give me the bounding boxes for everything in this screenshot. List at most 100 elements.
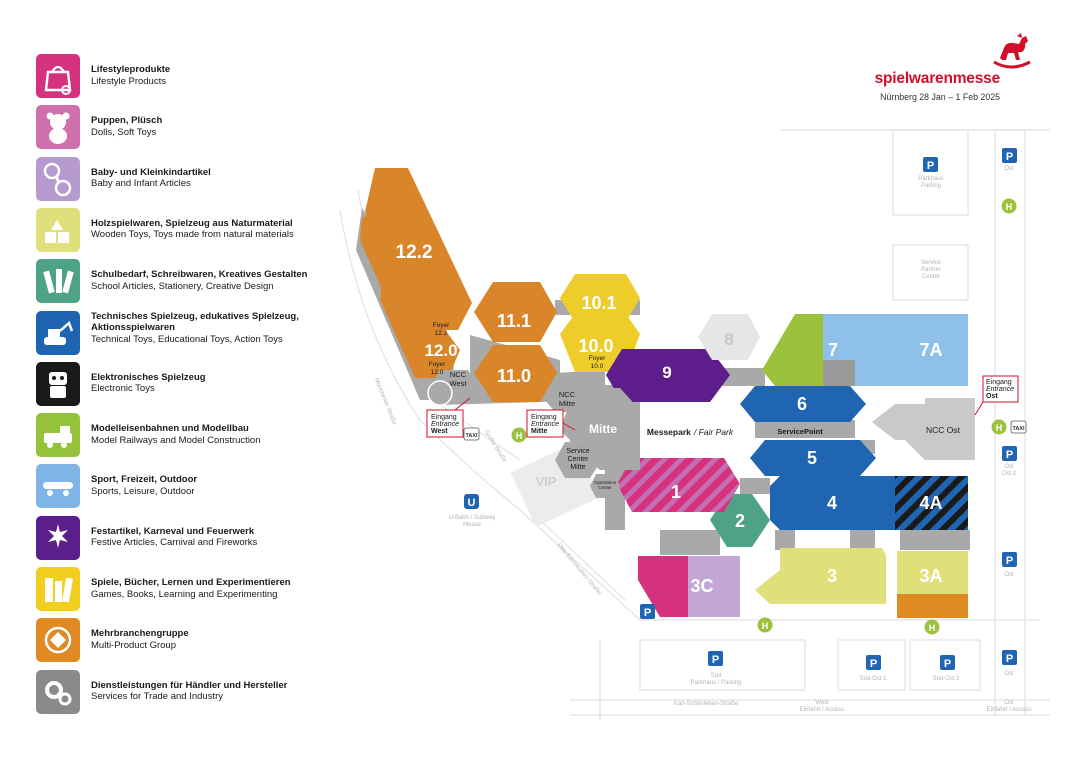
parking-icon[interactable]: P (1002, 446, 1017, 461)
legend-text: Holzspielwaren, Spielzeug aus Naturmater… (91, 218, 341, 241)
hall-10-1[interactable] (560, 274, 640, 322)
parking-icon[interactable]: P (866, 655, 881, 670)
svg-text:P: P (712, 654, 719, 666)
hall-12-2[interactable] (365, 168, 472, 330)
svg-text:P: P (1006, 449, 1013, 461)
entrance-ost[interactable]: Eingang Entrance Ost (974, 375, 1019, 416)
legend-label-en: Dolls, Soft Toys (91, 126, 157, 138)
ncc-mitte-label: NCC Mitte (559, 390, 576, 408)
label-8: 8 (724, 330, 733, 349)
label-7: 7 (828, 340, 838, 360)
legend-text: Baby- und Kleinkindartikel Baby and Infan… (91, 167, 341, 190)
parking-icon[interactable]: P (1002, 552, 1017, 567)
teddy-bear-icon (36, 105, 80, 150)
map-symbols: P P P P P P P P P H H H H H U TAXI TAXI (463, 148, 1027, 670)
label-12-0: 12.0 (424, 341, 457, 360)
svg-text:H: H (996, 423, 1003, 433)
label-3: 3 (827, 566, 837, 586)
legend-label-en: Electronic Toys (91, 383, 155, 395)
servicepoint-label: ServicePoint (777, 427, 823, 436)
ncc-ost-label: NCC Ost (926, 425, 961, 435)
legend-label-de: Holzspielwaren, Spielzeug aus Naturmater… (91, 217, 293, 229)
hall-3c-pink[interactable] (638, 556, 690, 617)
legend-text: Puppen, Plüsch Dolls, Soft Toys (91, 115, 341, 138)
hall-6[interactable] (740, 386, 866, 422)
hall-3a-lower[interactable] (897, 594, 968, 618)
multi-product-icon (36, 618, 80, 663)
hall-number-labels: 12.2 12.0 11.1 11.0 10.1 10.0 9 8 7 7A 6… (396, 242, 943, 596)
ost-top-label: Ost (1004, 166, 1014, 172)
pencils-icon (36, 259, 80, 304)
parking-icon[interactable]: P (1002, 650, 1017, 665)
parking-icon[interactable]: P (1002, 148, 1017, 163)
legend-text: Mehrbranchengruppe Multi-Product Group (91, 628, 341, 651)
ncc-west-label: NCC West (450, 370, 468, 388)
excavator-icon (36, 310, 80, 355)
halls (360, 168, 975, 618)
legend-item: Dienstleistungen für Händler und Herstel… (36, 669, 336, 716)
label-5: 5 (807, 448, 817, 468)
label-7a: 7A (919, 340, 942, 360)
hall-4[interactable] (770, 476, 895, 530)
hall-3c[interactable] (688, 556, 740, 617)
svg-text:P: P (1006, 151, 1013, 163)
label-10-1: 10.1 (581, 293, 616, 313)
hall-1[interactable] (617, 458, 740, 512)
bus-stop-icon[interactable]: H (1001, 198, 1017, 214)
legend-item: Festartikel, Karneval und Feuerwerk Festi… (36, 515, 336, 562)
legend-label-de: Schulbedarf, Schreibwaren, Kreatives Ges… (91, 269, 308, 281)
wooden-blocks-icon (36, 207, 80, 252)
gears-icon (36, 669, 80, 714)
hall-11-0[interactable] (474, 345, 557, 402)
label-4a: 4A (919, 493, 942, 513)
label-2: 2 (735, 511, 745, 531)
hall-3[interactable] (755, 548, 886, 604)
parking-icon[interactable]: P (640, 604, 655, 619)
operations-center[interactable] (590, 474, 620, 498)
bus-stop-icon[interactable]: H (511, 427, 527, 443)
svg-text:TAXI: TAXI (1012, 426, 1025, 432)
parking-icon[interactable]: P (940, 655, 955, 670)
hall-3a[interactable] (897, 551, 968, 594)
svg-text:P: P (644, 607, 651, 619)
hall-12-0[interactable] (380, 262, 460, 378)
foyer-12-2-label: Foyer 12.2 (433, 322, 450, 337)
entrance-mitte[interactable]: Eingang Entrance Mitte (526, 409, 576, 438)
legend-item: Lifestyleprodukte Lifestyle Products (36, 54, 336, 100)
taxi-icon[interactable]: TAXI (1010, 420, 1027, 434)
parking-icon[interactable]: P (923, 157, 938, 172)
hall-9[interactable] (606, 349, 730, 402)
hall-7a[interactable] (895, 314, 968, 386)
legend-label-en: Multi-Product Group (91, 639, 177, 651)
legend-item: Sport, Freizeit, Outdoor Sports, Leisure,… (36, 464, 336, 510)
bus-stop-icon[interactable]: H (924, 619, 940, 635)
hall-4a[interactable] (895, 476, 968, 530)
street-outlines (339, 129, 1050, 720)
ncc-mitte[interactable] (545, 388, 590, 412)
legend-label-de: Lifestyleprodukte (91, 64, 171, 75)
legend-item: Technisches Spielzeug, edukatives Spielz… (36, 310, 336, 357)
bus-stop-icon[interactable]: H (757, 617, 773, 633)
hall-11-1[interactable] (474, 282, 557, 342)
sued-parkhaus-label: Süd Parkhaus / Parking (691, 673, 742, 686)
label-6: 6 (797, 394, 807, 414)
hall-5[interactable] (750, 440, 876, 476)
hall-8[interactable] (698, 314, 760, 360)
parking-icon[interactable]: P (708, 651, 723, 666)
legend-label-en: Games, Books, Learning and Experimenting (91, 588, 278, 600)
legend-text: Modelleisenbahnen und Modellbau Model Rai… (91, 423, 341, 446)
taxi-icon[interactable]: TAXI (463, 427, 480, 441)
messepark-label: Messepark / Fair Park (647, 427, 734, 437)
bus-stop-icon[interactable]: H (991, 419, 1007, 435)
hall-7-green[interactable] (762, 314, 825, 386)
legend-text: Festartikel, Karneval und Feuerwerk Festi… (91, 526, 341, 549)
sued-ost-2-label: Süd-Ost 2 (932, 676, 960, 682)
label-vip: VIP (536, 474, 557, 489)
foyer-10-0-label: Foyer 10.0 (589, 355, 606, 370)
service-center-mitte[interactable] (555, 442, 602, 478)
ncc-ost[interactable] (872, 398, 975, 460)
entrance-west[interactable]: Eingang Entrance West (426, 397, 471, 438)
label-3a: 3A (919, 566, 942, 586)
subway-icon[interactable]: U (464, 494, 479, 509)
grosse-strasse-label: Große Straße (483, 429, 508, 464)
